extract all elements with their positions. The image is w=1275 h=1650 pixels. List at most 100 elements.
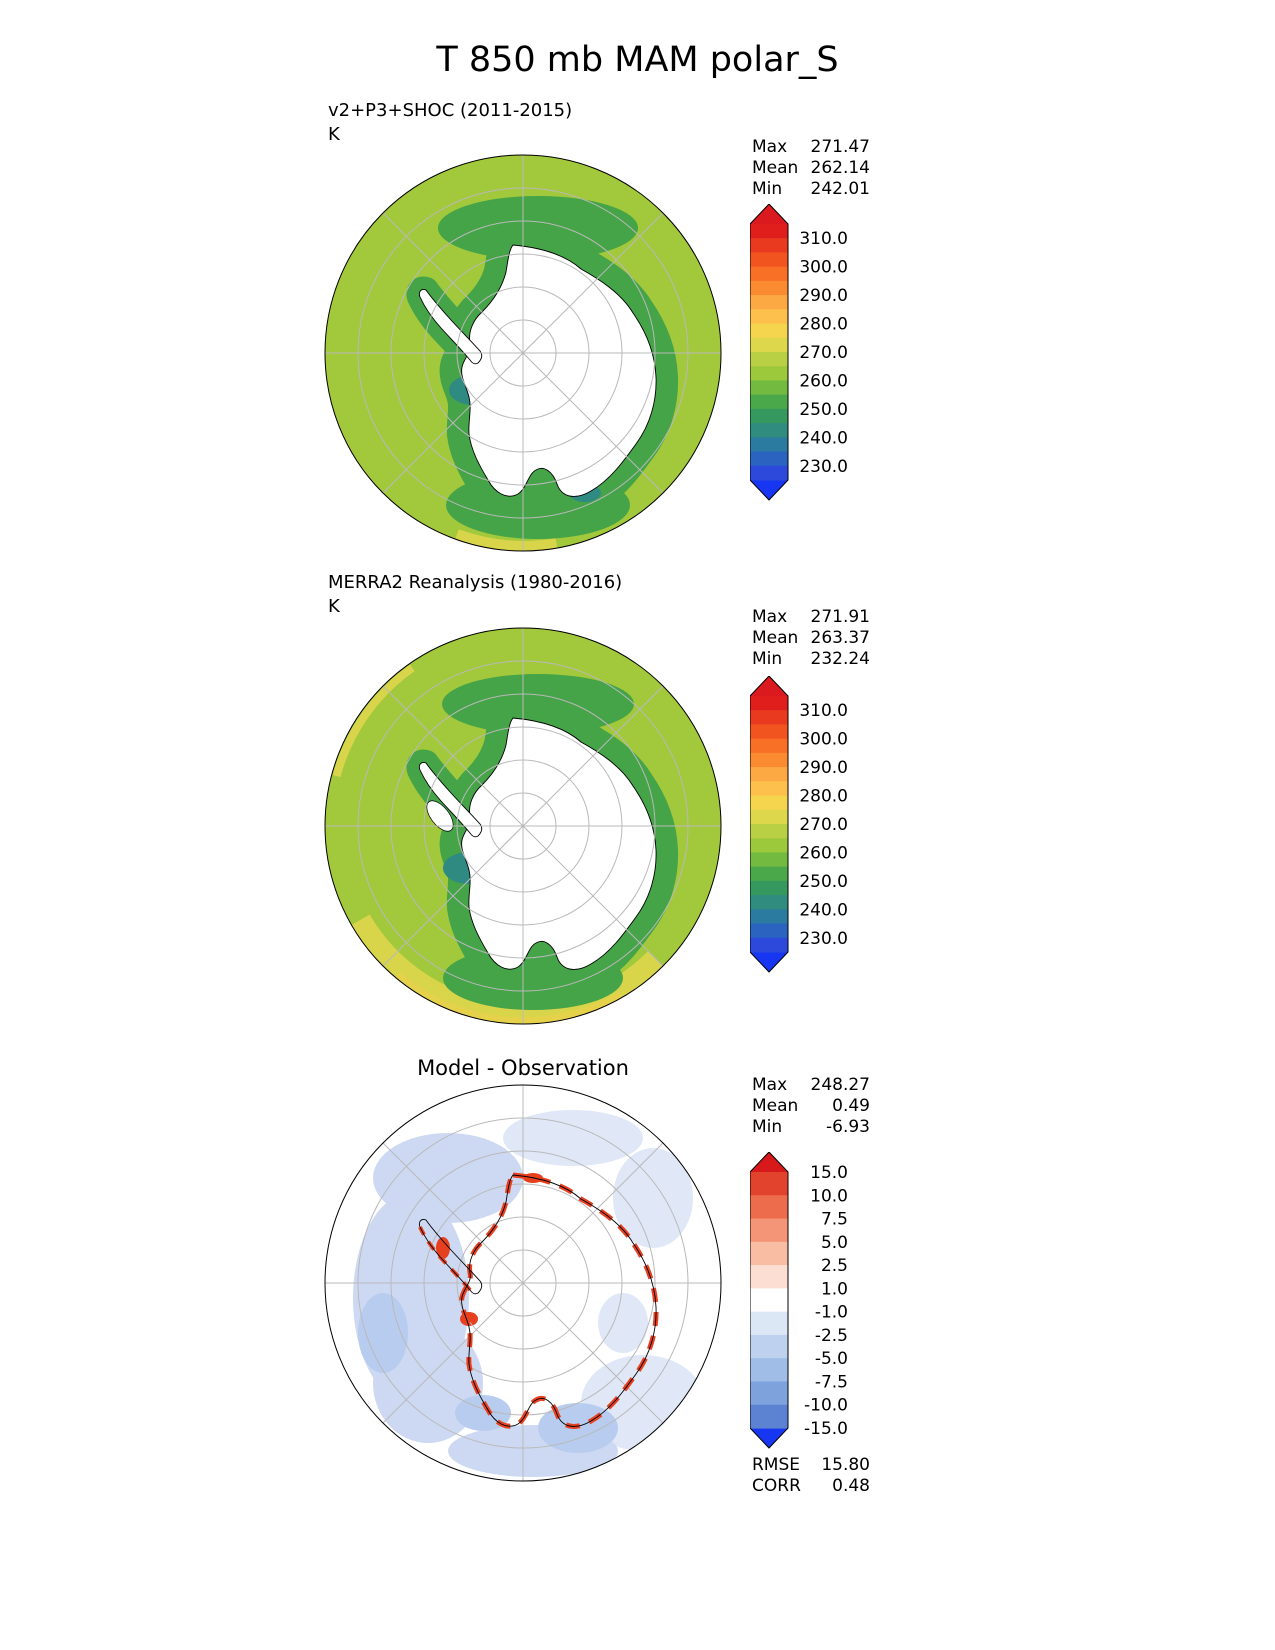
colorbar-tick-label: -5.0 bbox=[815, 1349, 848, 1369]
stats-diff: Max 248.27 Mean 0.49 Min -6.93 bbox=[752, 1075, 870, 1138]
map-model bbox=[324, 154, 722, 552]
colorbar-arrow-bottom bbox=[750, 1428, 788, 1448]
stat-label: Min bbox=[752, 649, 783, 669]
colorbar-tick-label: 270.0 bbox=[799, 815, 848, 835]
colorbar-band bbox=[750, 937, 788, 953]
stat-label: Mean bbox=[752, 158, 799, 178]
colorbar-band bbox=[750, 852, 788, 868]
neg-bias-patch bbox=[358, 1293, 408, 1373]
colorbar-band bbox=[750, 1172, 788, 1196]
colorbar-band bbox=[750, 752, 788, 768]
colorbar-tick-label: -10.0 bbox=[804, 1396, 848, 1416]
colorbar-band bbox=[750, 280, 788, 296]
map-boundary bbox=[324, 1084, 722, 1482]
panel1-label: v2+P3+SHOC (2011-2015) bbox=[328, 100, 573, 121]
stat-label: Min bbox=[752, 179, 783, 199]
colorbar-obs: 310.0 300.0 290.0 280.0 270.0 260.0 250.0 240.0… bbox=[749, 675, 862, 980]
latlon-grid bbox=[325, 1085, 721, 1481]
colorbar-tick-label: -15.0 bbox=[804, 1419, 848, 1439]
metric-row: CORR 0.48 bbox=[752, 1476, 870, 1497]
colorbar-band bbox=[750, 408, 788, 424]
peninsula-coastline bbox=[418, 1219, 483, 1295]
colorbar-arrow-bottom bbox=[750, 480, 788, 500]
antarctica-landmass bbox=[461, 244, 657, 497]
colorbar-tick-label: 310.0 bbox=[799, 229, 848, 249]
map-boundary bbox=[324, 154, 722, 552]
colorbar-tick-label: 260.0 bbox=[799, 843, 848, 863]
colorbar-tick-label: -2.5 bbox=[815, 1326, 848, 1346]
panel2-label: MERRA2 Reanalysis (1980-2016) bbox=[328, 572, 623, 593]
map-boundary bbox=[324, 627, 722, 1025]
colorbar-band bbox=[750, 767, 788, 782]
colorbar-tick-label: 7.5 bbox=[821, 1210, 848, 1230]
colorbar-band bbox=[750, 795, 788, 811]
stat-row: Max 248.27 bbox=[752, 1075, 870, 1096]
colorbar-band bbox=[750, 1311, 788, 1336]
neg-bias-patch bbox=[598, 1293, 648, 1353]
stat-label: Max bbox=[752, 607, 788, 627]
colorbar-tick-label: 270.0 bbox=[799, 343, 848, 363]
antarctica-landmass bbox=[461, 717, 657, 970]
stat-label: Min bbox=[752, 1117, 783, 1137]
colorbar-band bbox=[750, 1358, 788, 1383]
colorbar-band bbox=[750, 465, 788, 481]
colorbar-band bbox=[750, 394, 788, 410]
colorbar-tick-label: 10.0 bbox=[810, 1186, 848, 1206]
stat-row: Mean 263.37 bbox=[752, 628, 870, 649]
stat-row: Min 232.24 bbox=[752, 649, 870, 670]
colorbar-tick-label: 280.0 bbox=[799, 787, 848, 807]
colorbar-band bbox=[750, 451, 788, 467]
stat-row: Max 271.47 bbox=[752, 137, 870, 158]
colorbar-tick-label: 240.0 bbox=[799, 428, 848, 448]
colorbar-tick-label: 2.5 bbox=[821, 1256, 848, 1276]
stat-label: Max bbox=[752, 1075, 788, 1095]
colorbar-band bbox=[750, 824, 788, 839]
colorbar-band bbox=[750, 309, 788, 325]
latlon-grid bbox=[325, 155, 721, 551]
warm-rim-arc-upperleft bbox=[332, 664, 415, 778]
colorbar-band bbox=[750, 838, 788, 854]
colorbar-arrow-bottom bbox=[750, 952, 788, 972]
colorbar-band bbox=[750, 710, 788, 726]
colorbar-tick-label: 250.0 bbox=[799, 872, 848, 892]
colorbar-tick-label: -7.5 bbox=[815, 1372, 848, 1392]
latlon-grid bbox=[325, 628, 721, 1024]
stat-value: -6.93 bbox=[826, 1117, 870, 1137]
metric-value: 0.48 bbox=[832, 1476, 870, 1496]
ice-gap-patch bbox=[426, 800, 454, 832]
colorbar-arrow-top bbox=[750, 676, 788, 696]
panel1-units: K bbox=[328, 124, 340, 145]
stat-label: Mean bbox=[752, 1096, 799, 1116]
metrics-diff: RMSE 15.80 CORR 0.48 bbox=[752, 1455, 870, 1497]
colorbar-band bbox=[750, 909, 788, 925]
colorbar-band bbox=[750, 252, 788, 268]
colorbar-band bbox=[750, 781, 788, 797]
colorbar-band bbox=[750, 1195, 788, 1220]
antarctica-coastline bbox=[461, 1174, 657, 1427]
metric-row: RMSE 15.80 bbox=[752, 1455, 870, 1476]
colorbar-band bbox=[750, 880, 788, 896]
stat-value: 242.01 bbox=[810, 179, 870, 199]
stat-value: 263.37 bbox=[810, 628, 870, 648]
colorbar-model: 310.0 300.0 290.0 280.0 270.0 260.0 250.0 240.0… bbox=[749, 203, 862, 508]
colorbar-band bbox=[750, 1288, 788, 1313]
colorbar-band bbox=[750, 238, 788, 254]
colorbar-band bbox=[750, 1404, 788, 1429]
colorbar-band bbox=[750, 696, 788, 711]
pos-bias-patch bbox=[436, 1237, 450, 1259]
colorbar-band bbox=[750, 352, 788, 367]
warm-rim-arc bbox=[455, 529, 558, 551]
stat-row: Max 271.91 bbox=[752, 607, 870, 628]
map-diff bbox=[324, 1084, 722, 1482]
colorbar-band bbox=[750, 866, 788, 882]
stat-row: Mean 262.14 bbox=[752, 158, 870, 179]
stat-value: 271.91 bbox=[810, 607, 870, 627]
metric-label: RMSE bbox=[752, 1455, 801, 1475]
colorbar-tick-label: 1.0 bbox=[821, 1279, 848, 1299]
stats-obs: Max 271.91 Mean 263.37 Min 232.24 bbox=[752, 607, 870, 670]
colorbar-diff: 15.0 10.0 7.5 5.0 2.5 1.0 -1.0 -2.5 -5.0 -7.5 -10.… bbox=[749, 1151, 862, 1456]
colorbar-band bbox=[750, 1265, 788, 1289]
colorbar-arrow-top bbox=[750, 1152, 788, 1172]
colorbar-tick-label: 230.0 bbox=[799, 929, 848, 949]
